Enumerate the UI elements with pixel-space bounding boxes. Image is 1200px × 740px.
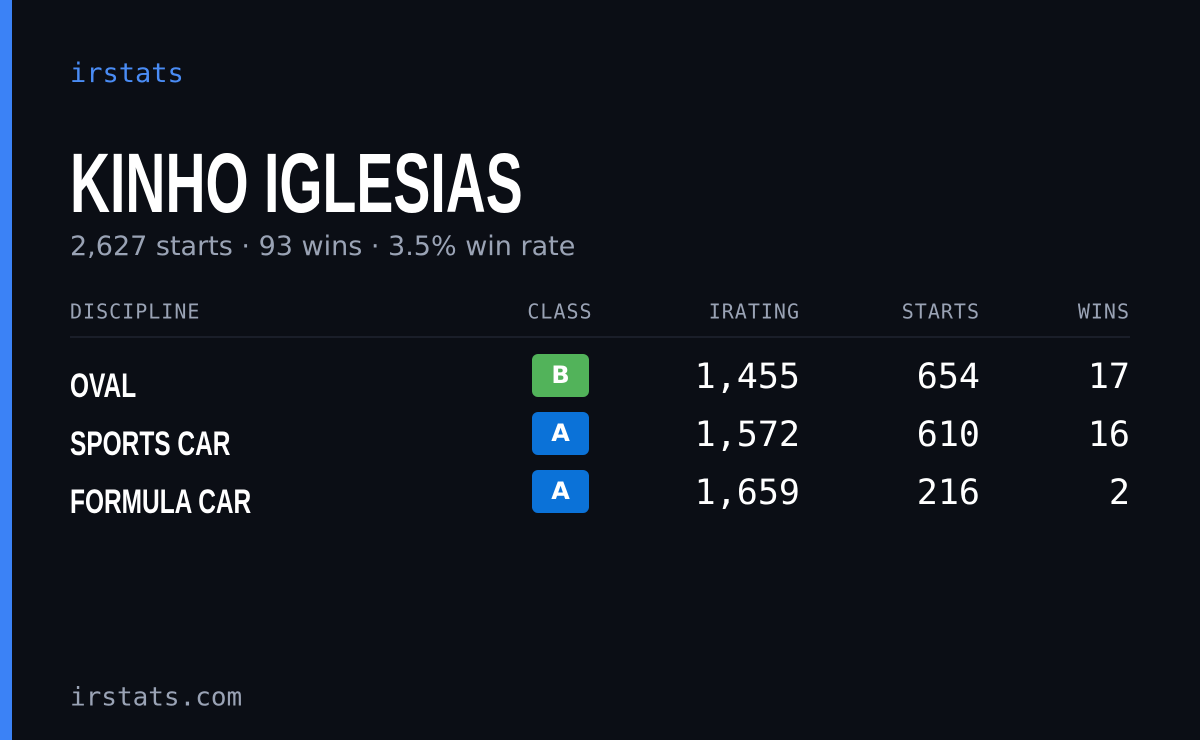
wins-value: 2 — [1109, 473, 1130, 513]
discipline: FORMULA CAR — [70, 483, 251, 521]
name-group: KINHO IGLESIAS — [70, 138, 523, 231]
column-header: CLASS — [527, 300, 592, 324]
irating-value: 1,455 — [695, 357, 800, 397]
irating-value: 1,659 — [695, 473, 800, 513]
discipline: SPORTS CAR — [70, 425, 230, 463]
irating-value: 1,572 — [695, 415, 800, 455]
class-badge — [532, 412, 589, 455]
column-header: IRATING — [709, 300, 800, 324]
starts-value: 610 — [917, 415, 980, 455]
discipline-group: OVAL — [70, 367, 136, 405]
class-badge — [532, 354, 589, 397]
accent-bar — [0, 0, 12, 740]
driver-summary: 2,627 starts · 93 wins · 3.5% win rate — [70, 231, 575, 262]
class-badge — [532, 470, 589, 513]
starts-value: 654 — [917, 357, 980, 397]
discipline-group: FORMULA CAR — [70, 483, 251, 521]
column-header: DISCIPLINE — [70, 300, 200, 324]
brand: irstats — [70, 58, 184, 89]
class-letter: B — [551, 361, 569, 389]
driver-name: KINHO IGLESIAS — [70, 138, 523, 231]
class-letter: A — [551, 477, 570, 505]
column-header: STARTS — [902, 300, 980, 324]
discipline: OVAL — [70, 367, 136, 405]
footer-url: irstats.com — [70, 683, 242, 713]
wins-value: 17 — [1088, 357, 1130, 397]
starts-value: 216 — [917, 473, 980, 513]
class-letter: A — [551, 419, 570, 447]
discipline-group: SPORTS CAR — [70, 425, 230, 463]
column-header: WINS — [1078, 300, 1130, 324]
wins-value: 16 — [1088, 415, 1130, 455]
